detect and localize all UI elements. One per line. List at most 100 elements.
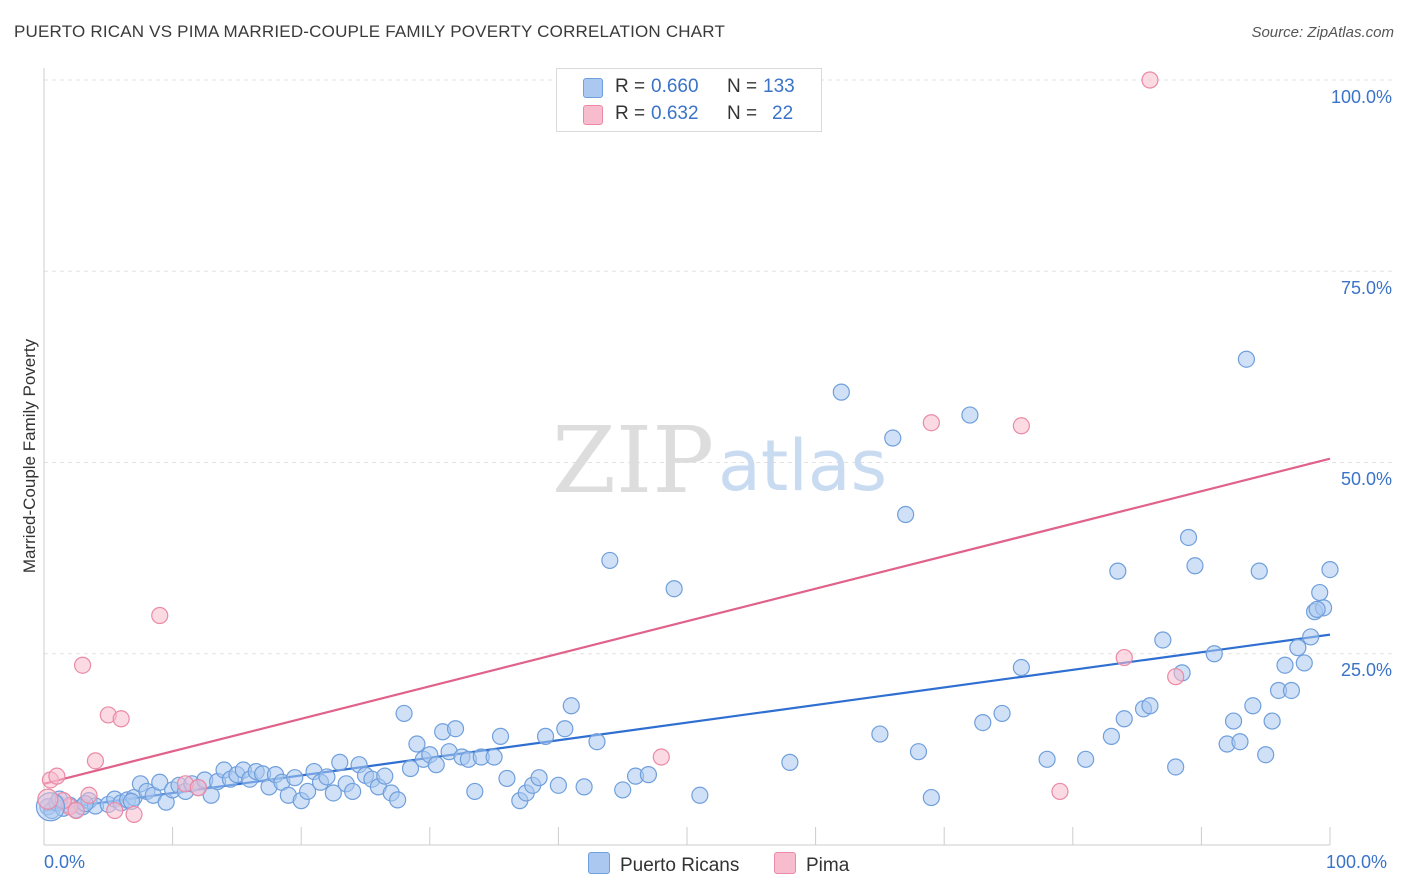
- data-point-pima: [1012, 417, 1030, 435]
- data-point-puerto-ricans: [884, 429, 902, 447]
- data-point-puerto-ricans: [376, 767, 394, 785]
- data-point-puerto-ricans: [389, 791, 407, 809]
- data-point-puerto-ricans: [549, 776, 568, 794]
- data-point-puerto-ricans: [1250, 562, 1268, 580]
- legend-swatch-pima: [583, 105, 603, 125]
- data-point-puerto-ricans: [614, 781, 632, 799]
- data-point-puerto-ricans: [446, 720, 465, 738]
- data-point-puerto-ricans: [1038, 750, 1056, 768]
- legend-row-pima: R = 0.632 N = 22: [557, 103, 821, 127]
- data-point-pima: [125, 805, 143, 824]
- legend-n-label: N =: [727, 103, 758, 124]
- y-tick-label: 75.0%: [1340, 278, 1392, 298]
- legend-label-pima: Pima: [806, 855, 850, 876]
- data-point-pima: [1051, 782, 1069, 801]
- y-tick-label: 25.0%: [1340, 660, 1392, 680]
- data-point-pima: [151, 606, 169, 625]
- legend-swatch-pima: [774, 852, 796, 874]
- data-point-puerto-ricans: [331, 753, 349, 771]
- legend-swatch-puerto-ricans: [583, 78, 603, 98]
- legend-swatch-puerto-ricans: [588, 852, 610, 874]
- data-point-puerto-ricans: [1186, 557, 1204, 575]
- legend-r-value: 0.632: [651, 103, 699, 124]
- data-point-puerto-ricans: [1012, 658, 1030, 677]
- data-point-pima: [73, 656, 92, 674]
- data-point-puerto-ricans: [299, 782, 317, 801]
- data-point-puerto-ricans: [1154, 631, 1172, 649]
- data-point-puerto-ricans: [993, 704, 1011, 723]
- data-point-puerto-ricans: [1109, 562, 1127, 580]
- data-point-puerto-ricans: [665, 580, 683, 598]
- data-point-pima: [652, 748, 670, 766]
- x-tick-label-left: 0.0%: [44, 852, 86, 872]
- data-point-puerto-ricans: [871, 725, 889, 743]
- data-point-puerto-ricans: [556, 720, 574, 738]
- data-point-puerto-ricans: [1237, 350, 1256, 368]
- data-point-pima: [48, 767, 66, 785]
- data-point-pima: [112, 710, 130, 728]
- legend-item-puerto-ricans: Puerto Ricans: [588, 852, 739, 877]
- data-point-puerto-ricans: [1276, 656, 1294, 674]
- data-point-pima: [1167, 668, 1185, 686]
- data-point-puerto-ricans: [832, 383, 850, 401]
- legend-row-puerto-ricans: R = 0.660 N = 133: [557, 76, 821, 100]
- data-point-puerto-ricans: [1321, 560, 1339, 579]
- data-point-puerto-ricans: [1102, 727, 1120, 745]
- legend-n-value: 22: [772, 103, 794, 124]
- watermark-atlas: atlas: [718, 425, 887, 507]
- data-point-puerto-ricans: [1257, 746, 1275, 764]
- data-point-cluster-pima: [37, 788, 59, 810]
- data-point-puerto-ricans: [897, 505, 915, 524]
- data-point-puerto-ricans: [601, 551, 619, 570]
- legend-label-puerto-ricans: Puerto Ricans: [620, 855, 740, 876]
- data-point-puerto-ricans: [1167, 758, 1185, 776]
- data-point-puerto-ricans: [691, 786, 709, 804]
- data-point-puerto-ricans: [961, 406, 979, 424]
- data-point-puerto-ricans: [1311, 583, 1329, 602]
- data-point-puerto-ricans: [1231, 733, 1249, 751]
- trend-line-pima: [43, 457, 1331, 785]
- data-point-puerto-ricans: [530, 769, 548, 787]
- data-point-pima: [1115, 648, 1133, 667]
- data-point-puerto-ricans: [427, 756, 445, 774]
- legend-r-label: R =: [615, 76, 646, 97]
- data-point-puerto-ricans: [1289, 639, 1307, 657]
- data-point-puerto-ricans: [466, 782, 484, 801]
- data-points: [35, 71, 1339, 824]
- legend-n-label: N =: [727, 76, 758, 97]
- data-point-puerto-ricans: [1077, 750, 1095, 768]
- data-point-puerto-ricans: [588, 733, 606, 751]
- data-point-puerto-ricans: [1282, 681, 1301, 700]
- data-point-puerto-ricans: [1295, 654, 1313, 672]
- data-point-pima: [67, 801, 85, 820]
- data-point-puerto-ricans: [909, 743, 928, 761]
- legend-r-value: 0.660: [651, 76, 699, 97]
- y-tick-label: 50.0%: [1340, 469, 1392, 489]
- legend-r-label: R =: [615, 103, 646, 124]
- watermark-zip: ZIP: [552, 407, 714, 514]
- data-point-puerto-ricans: [974, 713, 992, 732]
- data-point-puerto-ricans: [922, 788, 940, 807]
- data-point-puerto-ricans: [562, 697, 580, 715]
- data-point-puerto-ricans: [286, 769, 304, 787]
- data-point-puerto-ricans: [395, 704, 413, 723]
- y-axis-label: Married-Couple Family Poverty: [20, 338, 39, 574]
- data-point-puerto-ricans: [344, 782, 362, 801]
- data-point-puerto-ricans: [485, 748, 503, 766]
- chart-title: PUERTO RICAN VS PIMA MARRIED-COUPLE FAMI…: [14, 22, 726, 41]
- data-point-puerto-ricans: [318, 768, 336, 786]
- data-point-puerto-ricans: [491, 727, 510, 745]
- data-point-puerto-ricans: [202, 786, 220, 804]
- data-point-puerto-ricans: [408, 735, 426, 753]
- data-point-puerto-ricans: [1302, 628, 1320, 646]
- data-point-puerto-ricans: [1205, 645, 1223, 663]
- data-point-puerto-ricans: [1224, 712, 1243, 730]
- data-point-puerto-ricans: [324, 784, 342, 802]
- data-point-puerto-ricans: [151, 773, 169, 791]
- source-label: Source: ZipAtlas.com: [1251, 24, 1394, 41]
- legend-n-value: 133: [763, 76, 795, 97]
- data-point-pima: [189, 779, 207, 797]
- data-point-puerto-ricans: [575, 778, 593, 796]
- data-point-puerto-ricans: [1244, 697, 1262, 715]
